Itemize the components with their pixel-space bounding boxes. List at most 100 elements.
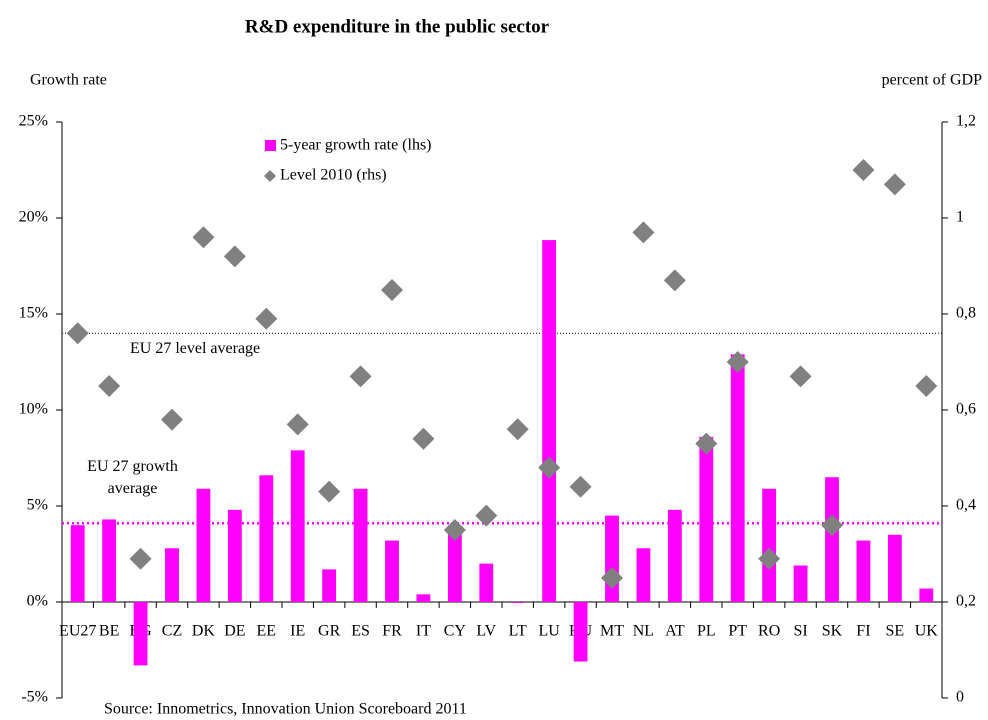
x-tick-label: PL xyxy=(697,623,716,640)
bar xyxy=(479,563,494,602)
bar xyxy=(856,540,871,602)
bar xyxy=(919,588,934,602)
y-axis-title: Growth rate xyxy=(30,72,107,89)
chart-title: R&D expenditure in the public sector xyxy=(245,16,550,37)
y2-tick-label: 0,2 xyxy=(956,593,976,610)
x-tick-label: LU xyxy=(538,623,560,640)
x-tick-label: PT xyxy=(728,623,747,640)
bar xyxy=(290,450,305,602)
bar xyxy=(699,436,714,602)
x-tick-label: ES xyxy=(351,623,370,640)
x-tick-label: FI xyxy=(856,623,870,640)
diamond-marker xyxy=(821,514,843,537)
reference-label: EU 27 level average xyxy=(130,340,260,357)
x-tick-label: IT xyxy=(416,623,431,640)
x-tick-label: BE xyxy=(99,623,119,640)
diamond-marker xyxy=(601,567,623,589)
bar xyxy=(573,602,588,662)
bar xyxy=(605,515,619,602)
bar xyxy=(385,540,399,602)
diamond-marker xyxy=(286,413,309,436)
diamond-marker xyxy=(129,547,152,570)
diamond-marker xyxy=(695,432,718,455)
x-tick-label: CY xyxy=(444,623,467,640)
y2-tick-label: 0 xyxy=(956,689,964,706)
diamond-marker xyxy=(192,226,215,249)
bar xyxy=(887,534,902,602)
diamond-marker xyxy=(569,475,592,498)
x-tick-label: NL xyxy=(633,623,654,640)
x-tick-label: MT xyxy=(600,623,624,640)
bar xyxy=(196,488,211,602)
diamond-marker xyxy=(381,279,403,301)
legend-swatch xyxy=(264,170,276,182)
bar xyxy=(322,569,337,602)
diamond-marker xyxy=(538,456,561,479)
bar xyxy=(227,509,242,602)
x-tick-label: RO xyxy=(758,623,780,640)
diamond-marker xyxy=(475,504,498,527)
diamond-marker xyxy=(758,547,781,570)
bar xyxy=(636,548,651,602)
x-tick-label: DK xyxy=(192,623,216,640)
y-tick-label: 5% xyxy=(27,497,48,514)
bar xyxy=(447,532,462,602)
x-tick-label: GR xyxy=(318,623,341,640)
x-tick-label: LT xyxy=(509,623,527,640)
bar xyxy=(762,488,777,602)
bar xyxy=(133,602,148,666)
y2-tick-label: 0,6 xyxy=(956,401,976,418)
y2-axis-title: percent of GDP xyxy=(882,72,983,89)
legend-swatch xyxy=(265,140,276,151)
source: Source: Innometrics, Innovation Union Sc… xyxy=(104,701,467,718)
bar xyxy=(165,548,179,602)
diamond-marker xyxy=(412,427,435,450)
diamond-marker xyxy=(161,408,183,431)
x-tick-label: FR xyxy=(382,623,402,640)
bar xyxy=(667,509,682,602)
diamond-marker xyxy=(852,159,875,181)
diamond-marker xyxy=(255,307,278,330)
y2-tick-label: 0,4 xyxy=(956,497,976,514)
x-tick-label: CZ xyxy=(162,623,182,640)
diamond-marker xyxy=(66,322,89,345)
y-tick-label: 15% xyxy=(19,305,48,322)
x-tick-label: DE xyxy=(224,623,245,640)
bar xyxy=(353,488,368,602)
bar xyxy=(542,240,557,602)
x-tick-label: AT xyxy=(665,623,685,640)
bar xyxy=(102,519,117,602)
diamond-marker xyxy=(98,375,121,397)
y-tick-label: 0% xyxy=(27,593,48,610)
bar xyxy=(416,594,431,602)
x-tick-label: EU27 xyxy=(59,623,96,640)
diamond-marker xyxy=(726,351,749,373)
y-tick-label: 25% xyxy=(19,113,48,130)
y2-tick-label: 1 xyxy=(956,209,964,226)
diamond-marker xyxy=(506,418,529,441)
diamond-marker xyxy=(883,173,906,196)
x-tick-label: IE xyxy=(290,623,305,640)
x-tick-label: SK xyxy=(822,623,843,640)
diamond-marker xyxy=(318,480,341,503)
y-tick-label: 10% xyxy=(19,401,48,418)
diamond-marker xyxy=(789,365,812,388)
growth-average-label: EU 27 growth average xyxy=(87,458,178,497)
x-tick-label: SI xyxy=(793,623,807,640)
bar xyxy=(730,354,745,602)
diamond-marker xyxy=(915,375,938,397)
bar xyxy=(259,475,274,602)
y2-tick-label: 0,8 xyxy=(956,305,976,322)
bar xyxy=(510,602,525,603)
x-tick-label: UK xyxy=(915,623,939,640)
x-tick-label: EE xyxy=(257,623,277,640)
diamond-marker xyxy=(663,269,686,292)
y-tick-label: -5% xyxy=(21,689,48,706)
diamond-marker xyxy=(443,519,466,541)
bar xyxy=(70,525,85,602)
x-tick-label: LV xyxy=(476,623,496,640)
diamond-marker xyxy=(632,221,655,244)
diamond-marker xyxy=(349,365,372,388)
